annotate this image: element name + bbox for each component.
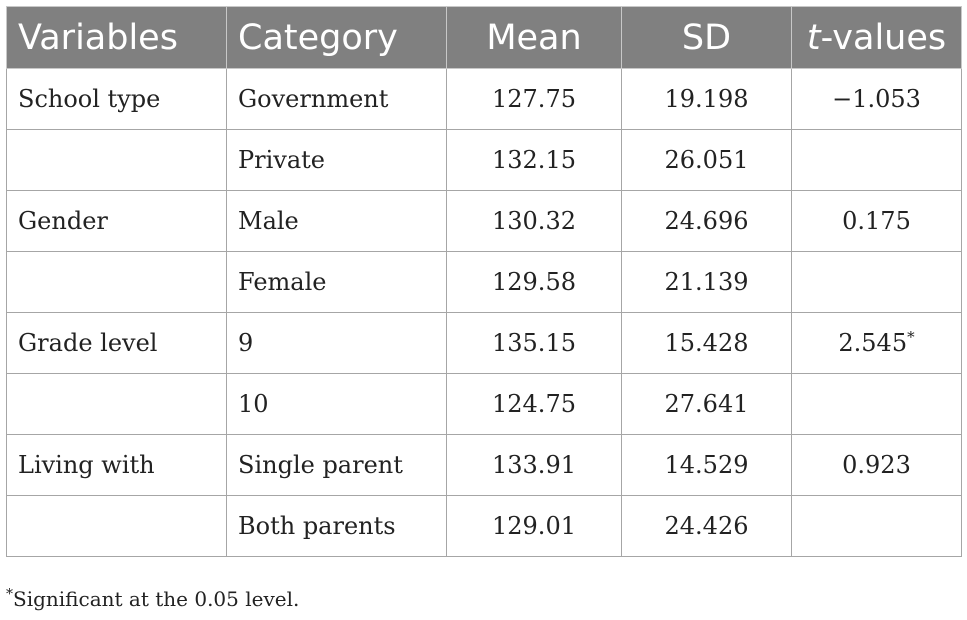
cell-variable: [6, 129, 227, 191]
cell-t-value: 2.545*: [791, 312, 962, 374]
cell-variable: [6, 495, 227, 557]
t-value-text: −1.053: [832, 85, 921, 113]
cell-t-value: [791, 495, 962, 557]
cell-t-value: −1.053: [791, 68, 962, 130]
cell-sd: 24.426: [621, 495, 792, 557]
cell-sd: 27.641: [621, 373, 792, 435]
cell-sd: 15.428: [621, 312, 792, 374]
cell-mean: 133.91: [446, 434, 622, 496]
table-footnote: *Significant at the 0.05 level.: [6, 587, 299, 611]
cell-variable: Living with: [6, 434, 227, 496]
cell-t-value: 0.175: [791, 190, 962, 252]
header-t-suffix: -values: [820, 17, 947, 58]
cell-t-value: [791, 129, 962, 191]
table-row: 10 124.75 27.641: [6, 373, 962, 435]
cell-t-value: 0.923: [791, 434, 962, 496]
table-row: Grade level 9 135.15 15.428 2.545*: [6, 312, 962, 374]
header-t-letter: t: [806, 17, 821, 58]
cell-category: Male: [226, 190, 447, 252]
cell-variable: School type: [6, 68, 227, 130]
cell-sd: 19.198: [621, 68, 792, 130]
cell-mean: 127.75: [446, 68, 622, 130]
header-category: Category: [226, 6, 447, 69]
significance-mark: *: [907, 328, 915, 346]
t-value-text: 2.545: [838, 329, 908, 357]
table-row: Gender Male 130.32 24.696 0.175: [6, 190, 962, 252]
cell-variable: [6, 251, 227, 313]
cell-category: Single parent: [226, 434, 447, 496]
table-row: School type Government 127.75 19.198 −1.…: [6, 68, 962, 130]
cell-category: Both parents: [226, 495, 447, 557]
table-row: Private 132.15 26.051: [6, 129, 962, 191]
cell-variable: Grade level: [6, 312, 227, 374]
header-variables: Variables: [6, 6, 227, 69]
cell-variable: [6, 373, 227, 435]
cell-variable: Gender: [6, 190, 227, 252]
table-row: Both parents 129.01 24.426: [6, 495, 962, 557]
cell-sd: 24.696: [621, 190, 792, 252]
cell-sd: 14.529: [621, 434, 792, 496]
header-row: Variables Category Mean SD t-values: [6, 6, 962, 69]
t-value-text: 0.923: [842, 451, 911, 479]
cell-mean: 129.01: [446, 495, 622, 557]
cell-mean: 130.32: [446, 190, 622, 252]
header-t-values: t-values: [791, 6, 962, 69]
cell-mean: 124.75: [446, 373, 622, 435]
footnote-text: Significant at the 0.05 level.: [13, 587, 300, 611]
cell-category: Private: [226, 129, 447, 191]
cell-t-value: [791, 373, 962, 435]
cell-mean: 135.15: [446, 312, 622, 374]
cell-sd: 21.139: [621, 251, 792, 313]
table-row: Female 129.58 21.139: [6, 251, 962, 313]
cell-t-value: [791, 251, 962, 313]
t-test-results-table: Variables Category Mean SD t-values Scho…: [6, 6, 962, 557]
cell-mean: 129.58: [446, 251, 622, 313]
cell-sd: 26.051: [621, 129, 792, 191]
t-value-text: 0.175: [842, 207, 911, 235]
footnote-mark: *: [6, 586, 13, 603]
cell-mean: 132.15: [446, 129, 622, 191]
cell-category: Female: [226, 251, 447, 313]
cell-category: 10: [226, 373, 447, 435]
cell-category: 9: [226, 312, 447, 374]
header-sd: SD: [621, 6, 792, 69]
cell-category: Government: [226, 68, 447, 130]
header-mean: Mean: [446, 6, 622, 69]
table-row: Living with Single parent 133.91 14.529 …: [6, 434, 962, 496]
results-table-container: Variables Category Mean SD t-values Scho…: [6, 6, 962, 557]
